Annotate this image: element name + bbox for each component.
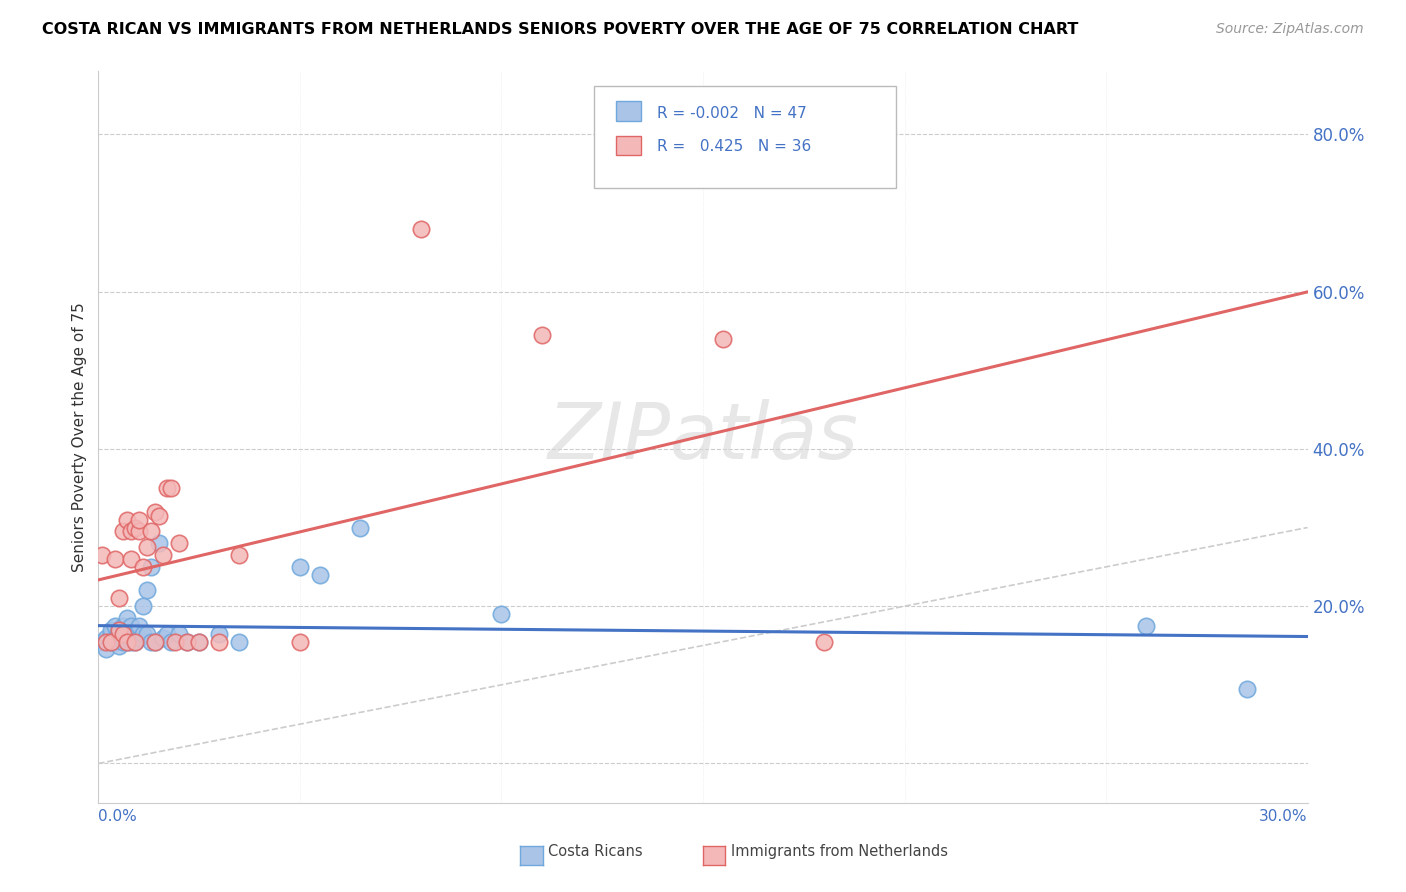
Point	[111, 634, 134, 648]
Point	[124, 626, 146, 640]
Point	[135, 540, 157, 554]
Point	[1135, 619, 1157, 633]
Point	[132, 626, 155, 640]
Point	[156, 481, 179, 495]
Point	[107, 639, 129, 653]
Point	[91, 548, 114, 562]
Point	[128, 524, 150, 539]
Point	[188, 634, 211, 648]
Text: R =   0.425   N = 36: R = 0.425 N = 36	[657, 138, 811, 153]
Text: Immigrants from Netherlands: Immigrants from Netherlands	[731, 844, 948, 859]
Point	[1236, 681, 1258, 696]
Point	[152, 631, 174, 645]
Y-axis label: Seniors Poverty Over the Age of 75: Seniors Poverty Over the Age of 75	[72, 302, 87, 572]
Point	[156, 626, 179, 640]
Point	[107, 623, 129, 637]
Point	[124, 634, 146, 648]
Point	[120, 634, 142, 648]
Point	[491, 607, 513, 621]
Point	[132, 599, 155, 614]
Point	[176, 634, 198, 648]
Text: COSTA RICAN VS IMMIGRANTS FROM NETHERLANDS SENIORS POVERTY OVER THE AGE OF 75 CO: COSTA RICAN VS IMMIGRANTS FROM NETHERLAN…	[42, 22, 1078, 37]
Point	[124, 520, 146, 534]
Point	[813, 634, 835, 648]
Point	[111, 619, 134, 633]
Point	[107, 591, 129, 606]
Point	[167, 536, 190, 550]
Point	[115, 634, 138, 648]
Point	[176, 634, 198, 648]
Point	[143, 505, 166, 519]
Point	[103, 631, 125, 645]
Point	[115, 626, 138, 640]
FancyBboxPatch shape	[595, 86, 897, 188]
Point	[163, 634, 186, 648]
Text: Source: ZipAtlas.com: Source: ZipAtlas.com	[1216, 22, 1364, 37]
FancyBboxPatch shape	[616, 102, 641, 121]
Point	[100, 634, 122, 648]
Point	[111, 631, 134, 645]
Point	[107, 626, 129, 640]
Point	[228, 548, 250, 562]
Point	[152, 548, 174, 562]
Point	[103, 634, 125, 648]
Point	[96, 634, 118, 648]
Text: 0.0%: 0.0%	[98, 809, 138, 824]
Point	[135, 626, 157, 640]
Point	[100, 626, 122, 640]
Point	[530, 327, 553, 342]
Text: R = -0.002   N = 47: R = -0.002 N = 47	[657, 106, 807, 121]
Point	[132, 559, 155, 574]
Point	[103, 552, 125, 566]
Point	[115, 513, 138, 527]
FancyBboxPatch shape	[616, 136, 641, 155]
Point	[120, 524, 142, 539]
Point	[139, 524, 162, 539]
Point	[120, 552, 142, 566]
Point	[128, 631, 150, 645]
Point	[103, 619, 125, 633]
Point	[96, 642, 118, 657]
Point	[115, 634, 138, 648]
Point	[711, 332, 734, 346]
Point	[208, 634, 231, 648]
Point	[208, 626, 231, 640]
Point	[409, 221, 432, 235]
Text: Costa Ricans: Costa Ricans	[548, 844, 643, 859]
Point	[128, 513, 150, 527]
Point	[167, 626, 190, 640]
Text: ZIPatlas: ZIPatlas	[547, 399, 859, 475]
Point	[309, 567, 332, 582]
Point	[111, 626, 134, 640]
Point	[100, 623, 122, 637]
Point	[139, 634, 162, 648]
Point	[160, 481, 183, 495]
Point	[120, 619, 142, 633]
Point	[288, 559, 311, 574]
Point	[115, 611, 138, 625]
Point	[148, 536, 170, 550]
Point	[148, 508, 170, 523]
Point	[120, 631, 142, 645]
Point	[349, 520, 371, 534]
Point	[288, 634, 311, 648]
Point	[228, 634, 250, 648]
Point	[143, 634, 166, 648]
Point	[135, 583, 157, 598]
Point	[96, 631, 118, 645]
Point	[107, 623, 129, 637]
Point	[100, 634, 122, 648]
Point	[128, 619, 150, 633]
Point	[143, 634, 166, 648]
Point	[188, 634, 211, 648]
Point	[139, 559, 162, 574]
Text: 30.0%: 30.0%	[1260, 809, 1308, 824]
Point	[160, 634, 183, 648]
Point	[111, 524, 134, 539]
Point	[91, 634, 114, 648]
Point	[124, 634, 146, 648]
